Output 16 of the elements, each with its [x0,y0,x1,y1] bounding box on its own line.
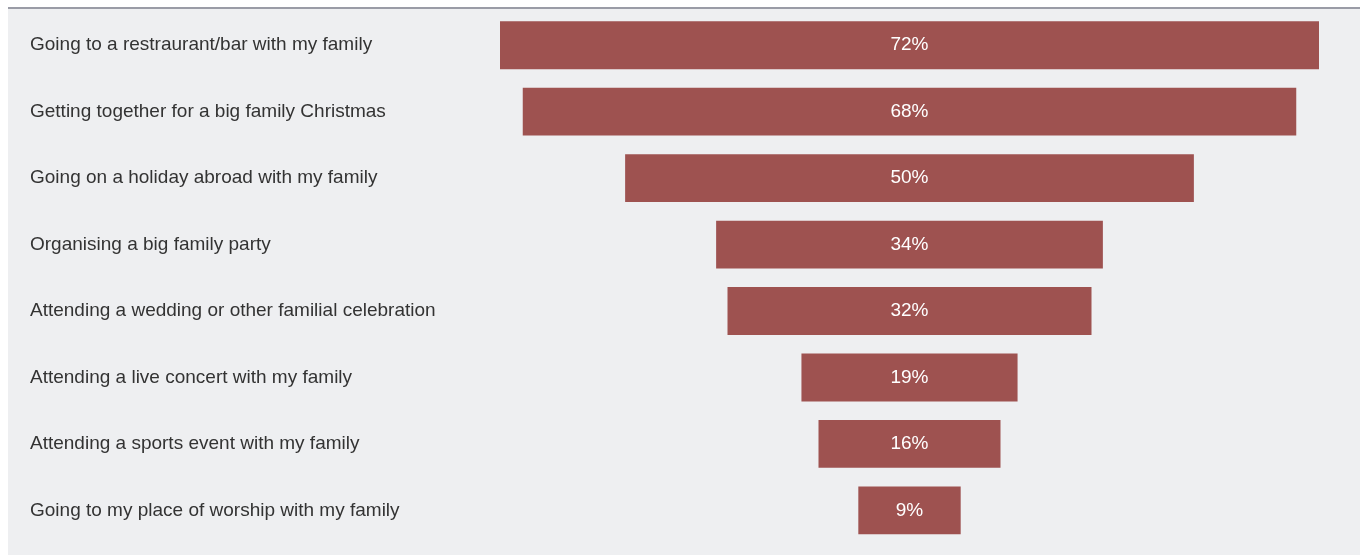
data-label: 34% [890,232,929,254]
data-label: 19% [890,365,929,387]
category-label: Going to a restraurant/bar with my family [30,33,373,55]
category-label: Attending a live concert with my family [30,365,353,387]
data-label: 68% [890,99,929,121]
data-label: 72% [890,33,929,55]
data-label: 16% [890,432,929,454]
data-label: 9% [895,498,924,520]
category-label: Getting together for a big family Christmas [30,99,386,121]
category-label: Organising a big family party [30,232,272,254]
category-label: Attending a wedding or other familial celebration [30,299,436,321]
category-label: Attending a sports event with my family [30,432,360,454]
category-label: Going on a holiday abroad with my family [30,166,378,188]
category-label: Going to my place of worship with my family [30,498,401,520]
data-label: 50% [890,166,929,188]
data-label: 32% [890,299,929,321]
